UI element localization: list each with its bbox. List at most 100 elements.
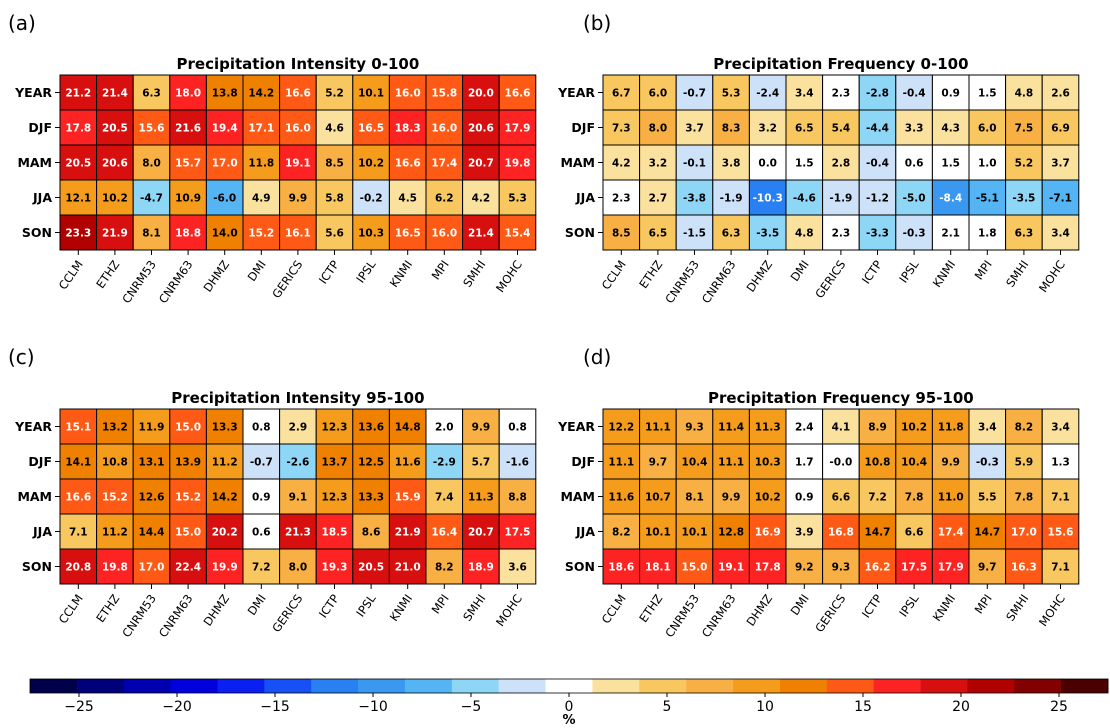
cell-value-label: 18.6	[608, 562, 634, 574]
cell-value-label: 4.8	[1015, 88, 1034, 100]
cell-value-label: 15.6	[1048, 527, 1074, 539]
cell-value-label: 21.6	[175, 123, 201, 135]
heatmap-cell	[205, 478, 244, 515]
heatmap-cell	[315, 109, 354, 146]
heatmap-cell	[205, 144, 244, 181]
colorbar-tick-label: 20	[952, 699, 970, 715]
heatmap-cell	[785, 144, 824, 181]
cell-value-label: 6.7	[612, 88, 631, 100]
cell-value-label: 11.1	[718, 457, 744, 469]
cell-value-label: 19.9	[212, 562, 238, 574]
cell-value-label: 10.2	[358, 158, 384, 170]
cell-value-label: 8.2	[1015, 422, 1034, 434]
cell-value-label: 10.3	[358, 228, 384, 240]
cell-value-label: 12.6	[139, 492, 165, 504]
cell-value-label: 16.6	[505, 88, 531, 100]
column-label: DHMZ	[200, 592, 232, 629]
heatmap-cell	[388, 74, 427, 111]
cell-value-label: 2.3	[832, 88, 851, 100]
heatmap-cell	[822, 408, 860, 445]
heatmap-cell	[498, 478, 537, 515]
cell-value-label: 21.4	[468, 228, 494, 240]
cell-value-label: 5.3	[508, 193, 527, 205]
cell-value-label: -2.9	[433, 457, 456, 469]
heatmap-cell	[352, 478, 390, 515]
cell-value-label: 15.7	[175, 158, 201, 170]
chart-title: Precipitation Frequency 0-100	[713, 55, 968, 73]
heatmap-cell	[895, 408, 933, 445]
row-label: MAM	[560, 155, 595, 170]
cell-value-label: 9.9	[289, 193, 308, 205]
column-label: IPSL	[353, 257, 379, 285]
heatmap-cell	[352, 179, 390, 216]
heatmap-cell	[602, 74, 641, 111]
column-label: CNRM63	[156, 592, 196, 640]
cell-value-label: -0.4	[903, 88, 926, 100]
cell-value-label: 12.3	[322, 492, 348, 504]
colorbar-bin	[873, 679, 921, 693]
column-label: CCLM	[56, 592, 86, 627]
row-label: DJF	[571, 454, 595, 469]
heatmap-cell	[712, 144, 750, 181]
cell-value-label: -0.3	[976, 457, 999, 469]
panel-label: (d)	[583, 345, 611, 369]
column-label: MOHC	[493, 592, 525, 629]
cell-value-label: 11.1	[608, 457, 634, 469]
cell-value-label: 9.3	[685, 422, 704, 434]
heatmap-cell	[498, 548, 537, 585]
row-label: JJA	[575, 524, 595, 539]
row-label: DJF	[28, 120, 52, 135]
colorbar-bin	[358, 679, 406, 693]
column-label: ICTP	[859, 258, 885, 287]
colorbar-tick-label: 15	[854, 699, 872, 715]
cell-value-label: 1.5	[795, 158, 814, 170]
column-label: SMHI	[1003, 258, 1031, 290]
cell-value-label: 9.3	[832, 562, 851, 574]
heatmap-cell	[205, 443, 244, 480]
cell-value-label: -1.9	[720, 193, 743, 205]
heatmap-cell	[895, 144, 933, 181]
heatmap-cell	[388, 548, 427, 585]
heatmap-cell	[639, 408, 677, 445]
cell-value-label: 11.3	[755, 422, 781, 434]
cell-value-label: 18.9	[468, 562, 494, 574]
heatmap-cell	[315, 74, 354, 111]
column-label: KNMI	[930, 258, 958, 290]
cell-value-label: 0.0	[758, 158, 777, 170]
cell-value-label: 4.2	[472, 193, 491, 205]
heatmap-cell	[425, 144, 464, 181]
colorbar-bin	[545, 679, 593, 693]
heatmap-cell	[895, 478, 933, 515]
column-label: IPSL	[896, 257, 922, 285]
heatmap-cell	[639, 443, 677, 480]
cell-value-label: 21.9	[395, 527, 421, 539]
colorbar-bin	[779, 679, 828, 693]
heatmap-cell	[822, 443, 860, 480]
cell-value-label: 20.2	[212, 527, 238, 539]
heatmap-cell	[1041, 144, 1080, 181]
heatmap-cell	[352, 109, 390, 146]
column-label: MPI	[972, 592, 995, 617]
cell-value-label: 16.5	[395, 228, 421, 240]
cell-value-label: 9.1	[289, 492, 308, 504]
cell-value-label: 20.0	[468, 88, 494, 100]
cell-value-label: 6.6	[905, 527, 924, 539]
column-label: DMI	[788, 258, 812, 284]
cell-value-label: 7.8	[1015, 492, 1034, 504]
cell-value-label: 11.1	[645, 422, 671, 434]
cell-value-label: 18.5	[322, 527, 348, 539]
colorbar-tick-label: −15	[260, 699, 290, 715]
heatmap-cell	[352, 214, 390, 251]
heatmap-cell	[279, 109, 317, 146]
cell-value-label: 8.0	[142, 158, 161, 170]
cell-value-label: 10.4	[901, 457, 927, 469]
heatmap-cell	[968, 214, 1007, 251]
cell-value-label: 11.8	[938, 422, 964, 434]
heatmap-cell	[712, 513, 750, 550]
heatmap-cell	[785, 214, 824, 251]
cell-value-label: 20.6	[102, 158, 128, 170]
cell-value-label: 19.8	[102, 562, 128, 574]
cell-value-label: 5.2	[1015, 158, 1034, 170]
cell-value-label: 7.2	[252, 562, 271, 574]
heatmap-cell	[1005, 74, 1043, 111]
